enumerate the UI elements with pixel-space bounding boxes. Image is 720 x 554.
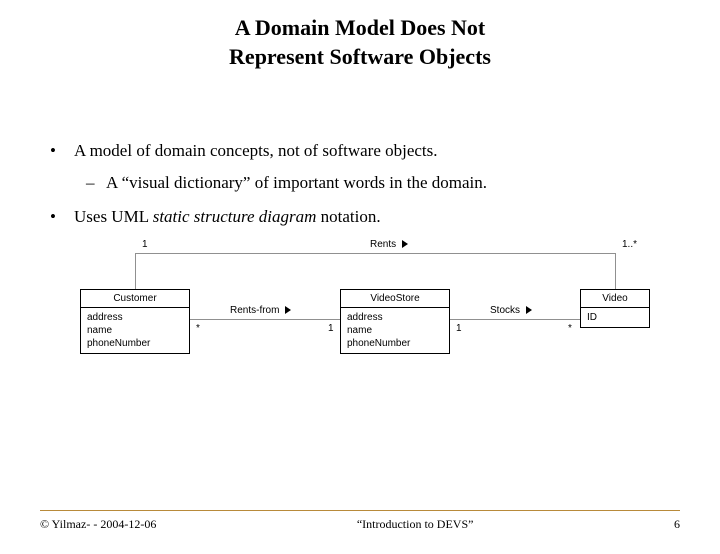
title-line-1: A Domain Model Does Not: [0, 14, 720, 43]
bullet-1-sub: – A “visual dictionary” of important wor…: [86, 173, 670, 193]
rentsfrom-line: [190, 319, 340, 320]
rentsfrom-label: Rents-from: [230, 305, 288, 316]
footer-center: “Introduction to DEVS”: [357, 517, 474, 532]
customer-attr-0: address: [87, 311, 183, 324]
stocks-mult-1: 1: [456, 323, 462, 334]
rents-label-text: Rents: [370, 239, 396, 250]
stocks-line: [450, 319, 580, 320]
stocks-label-text: Stocks: [490, 305, 520, 316]
bullet-marker: •: [50, 207, 74, 227]
rents-label: Rents: [370, 239, 405, 250]
bullet-2-pre: Uses UML: [74, 207, 153, 226]
bullet-2-text: Uses UML static structure diagram notati…: [74, 207, 670, 227]
videostore-attr-2: phoneNumber: [347, 337, 443, 350]
video-attr-0: ID: [587, 311, 643, 324]
uml-class-video-name: Video: [581, 290, 649, 308]
title-line-2: Represent Software Objects: [0, 43, 720, 72]
uml-class-videostore-name: VideoStore: [341, 290, 449, 308]
uml-class-customer-name: Customer: [81, 290, 189, 308]
slide-footer: © Yilmaz- - 2004-12-06 “Introduction to …: [0, 510, 720, 532]
uml-class-customer-attrs: address name phoneNumber: [81, 308, 189, 353]
rents-mult-2: 1..*: [622, 239, 637, 250]
footer-page-number: 6: [674, 517, 680, 532]
footer-rule: [40, 510, 680, 511]
customer-attr-1: name: [87, 324, 183, 337]
rents-arrow-icon: [402, 240, 408, 248]
uml-class-videostore-attrs: address name phoneNumber: [341, 308, 449, 353]
uml-class-video-attrs: ID: [581, 308, 649, 327]
rentsfrom-mult-1: *: [196, 323, 200, 334]
bullet-2-italic: static structure diagram: [153, 207, 317, 226]
stocks-arrow-icon: [526, 306, 532, 314]
slide-body: • A model of domain concepts, not of sof…: [0, 141, 720, 227]
customer-attr-2: phoneNumber: [87, 337, 183, 350]
videostore-attr-1: name: [347, 324, 443, 337]
stocks-label: Stocks: [490, 305, 529, 316]
videostore-attr-0: address: [347, 311, 443, 324]
footer-left: © Yilmaz- - 2004-12-06: [40, 517, 156, 532]
uml-class-customer: Customer address name phoneNumber: [80, 289, 190, 354]
bullet-1-sub-text: A “visual dictionary” of important words…: [106, 173, 670, 193]
rentsfrom-mult-2: 1: [328, 323, 334, 334]
bullet-2: • Uses UML static structure diagram nota…: [50, 207, 670, 227]
rentsfrom-label-text: Rents-from: [230, 305, 279, 316]
uml-class-videostore: VideoStore address name phoneNumber: [340, 289, 450, 354]
rents-mult-1: 1: [142, 239, 148, 250]
uml-class-video: Video ID: [580, 289, 650, 328]
bullet-1-text: A model of domain concepts, not of softw…: [74, 141, 670, 161]
rents-line-h: [135, 253, 615, 254]
uml-diagram: 1 Rents 1..* Customer address name phone…: [60, 239, 670, 379]
bullet-1: • A model of domain concepts, not of sof…: [50, 141, 670, 161]
bullet-2-post: notation.: [316, 207, 380, 226]
rents-line-v1: [135, 253, 136, 289]
rentsfrom-arrow-icon: [285, 306, 291, 314]
bullet-marker: •: [50, 141, 74, 161]
stocks-mult-2: *: [568, 323, 572, 334]
dash-marker: –: [86, 173, 106, 193]
rents-line-v2: [615, 253, 616, 289]
